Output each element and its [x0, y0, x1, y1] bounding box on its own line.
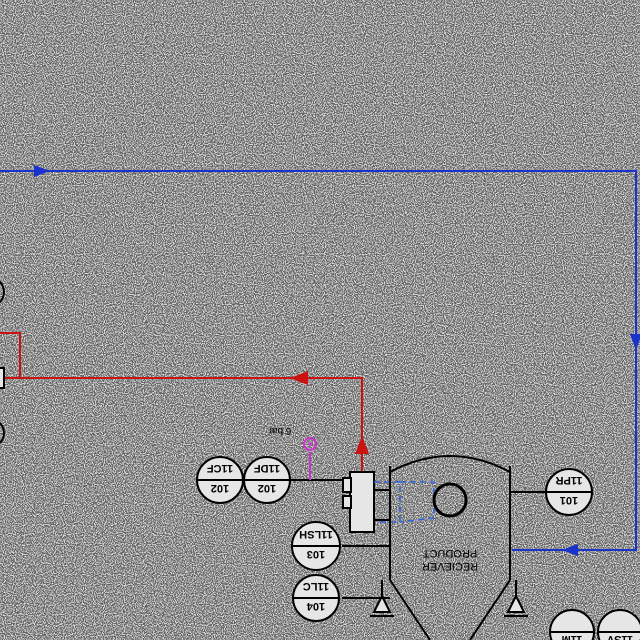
- instrument-number: 102: [258, 482, 276, 494]
- pressure-gauge-icon: [303, 437, 317, 480]
- instrument-lines: [342, 491, 546, 599]
- vessel-title-line2: RECIEVER: [422, 560, 478, 572]
- instrument-bubble[interactable]: 11CF 102: [196, 456, 244, 504]
- support-leg-icon: [504, 580, 528, 617]
- instrument-tag: 11CF: [207, 462, 234, 474]
- flow-arrow-icon: [630, 334, 640, 350]
- left-equipment-fragment: [0, 280, 5, 445]
- instrument-bubble[interactable]: 11LC 104: [292, 574, 340, 622]
- instrument-number: 102: [211, 482, 229, 494]
- sight-glass-icon: [432, 482, 468, 518]
- flow-arrow-icon: [34, 165, 50, 177]
- product-reciever-vessel: [374, 455, 511, 640]
- vessel-title-line1: PRODUCT: [423, 547, 478, 559]
- instrument-number: 104: [306, 600, 325, 612]
- instrument-bubble[interactable]: 11PR 101: [545, 468, 593, 516]
- inlet-nozzle: [342, 471, 375, 533]
- instrument-tag: 11DF: [254, 462, 281, 474]
- instrument-tag: 11PR: [555, 474, 582, 486]
- flow-arrow-icon: [355, 436, 369, 454]
- instrument-bubble[interactable]: 11SV: [597, 609, 640, 640]
- instrument-tag: 11M: [562, 633, 583, 640]
- pressure-note: 6 bar: [268, 425, 291, 436]
- instrument-bubble[interactable]: 11LSH 103: [291, 521, 341, 571]
- instrument-number: 103: [307, 548, 325, 560]
- instrument-tag: 11SV: [606, 633, 633, 640]
- flow-arrow-icon: [290, 371, 308, 385]
- flow-arrow-icon: [562, 544, 578, 556]
- instrument-bubble[interactable]: 11M: [549, 609, 595, 640]
- instrument-tag: 11LSH: [299, 528, 333, 540]
- support-leg-icon: [370, 580, 394, 617]
- instrument-bubble[interactable]: 11DF 102: [243, 456, 291, 504]
- instrument-tag: 11LC: [303, 580, 329, 592]
- instrument-number: 101: [560, 494, 578, 506]
